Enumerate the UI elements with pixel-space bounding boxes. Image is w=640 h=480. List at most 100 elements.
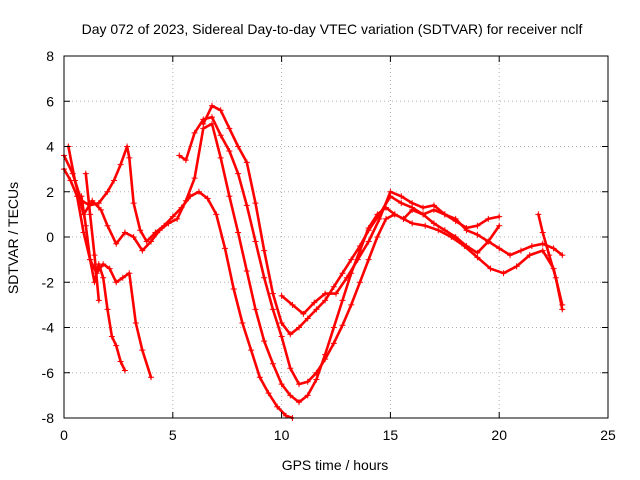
data-point — [400, 215, 407, 222]
data-point — [304, 392, 311, 399]
data-point — [387, 188, 394, 195]
data-point — [217, 107, 224, 114]
data-point — [474, 231, 481, 238]
data-point — [182, 197, 189, 204]
data-point — [374, 234, 381, 240]
data-point — [169, 213, 176, 220]
data-point — [435, 227, 442, 234]
data-point — [226, 193, 233, 200]
data-point — [182, 157, 189, 164]
data-point — [261, 338, 268, 345]
data-point — [296, 381, 303, 388]
data-point — [452, 215, 459, 222]
data-point — [243, 202, 250, 209]
x-tick-label: 5 — [169, 427, 177, 443]
data-point — [87, 211, 94, 218]
x-tick-label: 25 — [600, 427, 616, 443]
data-point — [130, 200, 137, 207]
data-point — [296, 324, 303, 331]
data-point — [322, 356, 329, 363]
x-tick-label: 0 — [60, 427, 68, 443]
data-point — [117, 358, 124, 365]
data-point — [343, 274, 350, 281]
data-point — [487, 265, 494, 272]
data-point — [104, 222, 111, 229]
data-point — [313, 369, 320, 376]
data-point — [354, 256, 361, 263]
data-point — [500, 270, 507, 277]
series-7 — [78, 193, 128, 374]
data-point — [117, 161, 124, 168]
data-point — [156, 227, 163, 234]
data-point — [441, 211, 448, 218]
data-point — [124, 143, 131, 150]
data-point — [365, 256, 372, 263]
data-point — [226, 148, 233, 155]
data-point — [559, 252, 566, 259]
data-point — [356, 243, 363, 250]
data-point — [222, 245, 229, 252]
data-point — [176, 152, 183, 159]
data-point — [287, 392, 294, 399]
data-point — [383, 215, 390, 222]
data-point — [322, 290, 329, 297]
data-point — [213, 211, 220, 218]
data-point — [252, 200, 259, 207]
data-point — [278, 319, 285, 326]
data-point — [348, 256, 355, 263]
data-point — [139, 347, 146, 354]
data-point — [304, 315, 311, 322]
data-point — [82, 170, 89, 177]
data-point — [391, 211, 398, 218]
series-line — [202, 104, 501, 336]
data-point — [496, 245, 503, 252]
data-point — [348, 301, 355, 308]
y-tick-label: -6 — [42, 365, 55, 381]
data-point — [452, 234, 459, 240]
data-point — [496, 213, 503, 220]
data-point — [126, 154, 133, 161]
y-tick-label: 2 — [46, 184, 54, 200]
data-point — [261, 247, 268, 254]
data-point — [304, 378, 311, 385]
data-point — [100, 274, 107, 281]
data-point — [95, 261, 102, 268]
data-point — [130, 234, 137, 240]
data-point — [339, 297, 346, 304]
data-point — [137, 227, 144, 234]
data-point — [559, 306, 566, 313]
series-line — [537, 213, 564, 311]
data-point — [269, 360, 276, 367]
data-point — [274, 403, 281, 410]
series-line — [178, 115, 501, 386]
data-point — [248, 347, 255, 354]
x-tick-label: 15 — [383, 427, 399, 443]
series-8 — [82, 170, 102, 304]
data-point — [148, 238, 155, 245]
data-point — [474, 222, 481, 229]
data-point — [113, 342, 120, 349]
y-tick-label: -4 — [42, 320, 55, 336]
data-point — [313, 306, 320, 313]
data-point — [191, 175, 198, 182]
data-point — [126, 270, 133, 277]
data-point — [339, 322, 346, 329]
data-point — [104, 306, 111, 313]
data-point — [539, 247, 546, 254]
data-point — [287, 365, 294, 372]
data-point — [200, 120, 207, 127]
data-point — [121, 229, 128, 236]
series-2 — [65, 120, 566, 406]
data-point — [97, 206, 104, 213]
data-point — [422, 222, 429, 229]
y-tick-label: 8 — [46, 48, 54, 64]
data-point — [239, 319, 246, 326]
data-point — [119, 274, 126, 281]
y-tick-label: 4 — [46, 139, 54, 155]
data-point — [217, 154, 224, 161]
data-point — [269, 306, 276, 313]
data-point — [235, 170, 242, 177]
data-point — [526, 252, 533, 259]
data-point — [278, 333, 285, 340]
data-point — [430, 220, 437, 227]
